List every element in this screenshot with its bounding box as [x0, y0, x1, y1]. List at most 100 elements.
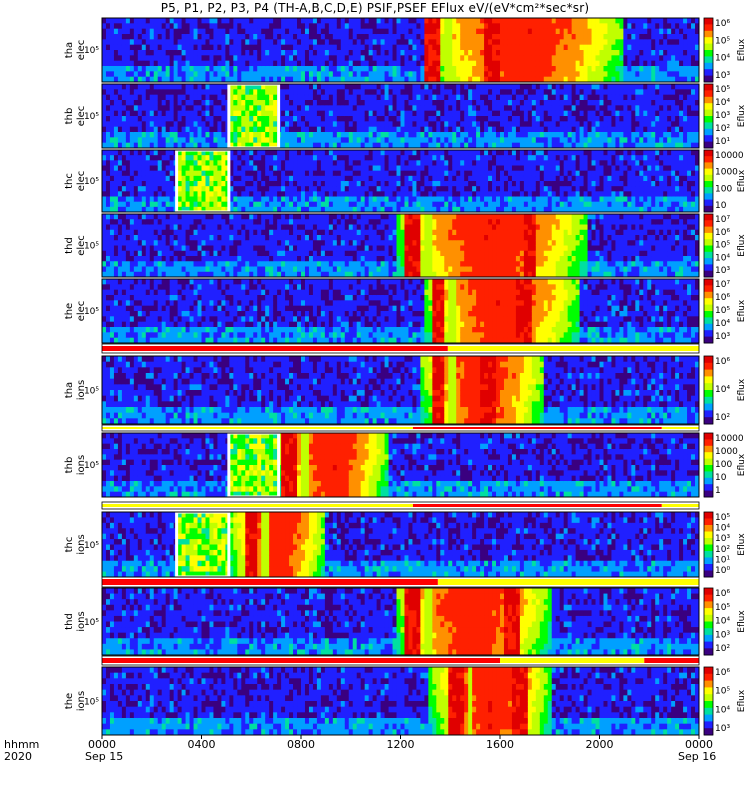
heatmap-cell: [540, 89, 544, 95]
heatmap-cell: [134, 89, 138, 95]
heatmap-cell: [540, 160, 544, 166]
heatmap-cell: [345, 39, 349, 45]
heatmap-cell: [162, 61, 166, 67]
heatmap-cell: [225, 39, 229, 45]
heatmap-cell: [476, 186, 480, 192]
heatmap-cell: [596, 95, 600, 101]
heatmap-cell: [408, 84, 412, 90]
heatmap-cell: [110, 55, 114, 61]
heatmap-cell: [233, 116, 237, 122]
heatmap-cell: [580, 127, 584, 133]
heatmap-cell: [205, 160, 209, 166]
heatmap-cell: [273, 155, 277, 161]
heatmap-cell: [488, 23, 492, 29]
heatmap-cell: [548, 137, 552, 143]
heatmap-cell: [237, 66, 241, 72]
heatmap-cell: [520, 105, 524, 111]
heatmap-cell: [460, 186, 464, 192]
heatmap-cell: [265, 150, 269, 156]
heatmap-cell: [440, 197, 444, 203]
heatmap-cell: [560, 121, 564, 127]
heatmap-cell: [428, 100, 432, 106]
heatmap-cell: [464, 166, 468, 172]
heatmap-cell: [178, 181, 182, 187]
heatmap-cell: [536, 202, 540, 208]
heatmap-cell: [118, 111, 122, 117]
heatmap-cell: [552, 171, 556, 177]
heatmap-cell: [643, 121, 647, 127]
heatmap-cell: [134, 160, 138, 166]
heatmap-cell: [142, 95, 146, 101]
heatmap-cell: [436, 29, 440, 35]
heatmap-cell: [229, 61, 233, 67]
heatmap-cell: [544, 23, 548, 29]
heatmap-cell: [213, 197, 217, 203]
heatmap-cell: [237, 71, 241, 77]
heatmap-cell: [166, 100, 170, 106]
heatmap-cell: [297, 197, 301, 203]
heatmap-cell: [401, 18, 405, 24]
heatmap-cell: [651, 71, 655, 77]
heatmap-cell: [170, 160, 174, 166]
heatmap-cell: [361, 127, 365, 133]
heatmap-cell: [397, 111, 401, 117]
heatmap-cell: [249, 121, 253, 127]
heatmap-cell: [456, 105, 460, 111]
heatmap-cell: [198, 95, 202, 101]
heatmap-cell: [365, 160, 369, 166]
heatmap-cell: [142, 155, 146, 161]
heatmap-cell: [229, 29, 233, 35]
heatmap-cell: [679, 105, 683, 111]
heatmap-cell: [460, 121, 464, 127]
heatmap-cell: [377, 39, 381, 45]
heatmap-cell: [580, 132, 584, 138]
heatmap-cell: [377, 29, 381, 35]
heatmap-cell: [126, 132, 130, 138]
heatmap-cell: [269, 45, 273, 51]
heatmap-cell: [568, 84, 572, 90]
heatmap-cell: [552, 23, 556, 29]
heatmap-cell: [548, 111, 552, 117]
heatmap-cell: [106, 160, 110, 166]
heatmap-cell: [305, 55, 309, 61]
heatmap-cell: [404, 171, 408, 177]
heatmap-cell: [532, 116, 536, 122]
heatmap-cell: [381, 155, 385, 161]
heatmap-cell: [412, 100, 416, 106]
heatmap-cell: [476, 171, 480, 177]
heatmap-cell: [540, 50, 544, 56]
heatmap-cell: [357, 61, 361, 67]
heatmap-cell: [639, 18, 643, 24]
heatmap-cell: [631, 84, 635, 90]
heatmap-cell: [182, 202, 186, 208]
heatmap-cell: [572, 45, 576, 51]
heatmap-cell: [245, 166, 249, 172]
heatmap-cell: [353, 50, 357, 56]
heatmap-cell: [393, 127, 397, 133]
heatmap-cell: [524, 197, 528, 203]
heatmap-cell: [436, 171, 440, 177]
heatmap-cell: [150, 171, 154, 177]
heatmap-cell: [540, 23, 544, 29]
heatmap-cell: [146, 127, 150, 133]
heatmap-cell: [150, 166, 154, 172]
heatmap-cell: [217, 132, 221, 138]
heatmap-cell: [249, 116, 253, 122]
heatmap-cell: [241, 171, 245, 177]
heatmap-cell: [190, 71, 194, 77]
heatmap-cell: [329, 191, 333, 197]
heatmap-cell: [528, 111, 532, 117]
heatmap-cell: [174, 71, 178, 77]
heatmap-cell: [349, 18, 353, 24]
heatmap-cell: [257, 50, 261, 56]
heatmap-cell: [106, 132, 110, 138]
heatmap-cell: [468, 155, 472, 161]
heatmap-cell: [627, 55, 631, 61]
heatmap-cell: [416, 45, 420, 51]
heatmap-cell: [540, 71, 544, 77]
heatmap-cell: [635, 23, 639, 29]
heatmap-cell: [134, 100, 138, 106]
heatmap-cell: [305, 34, 309, 40]
heatmap-cell: [377, 84, 381, 90]
heatmap-cell: [146, 181, 150, 187]
